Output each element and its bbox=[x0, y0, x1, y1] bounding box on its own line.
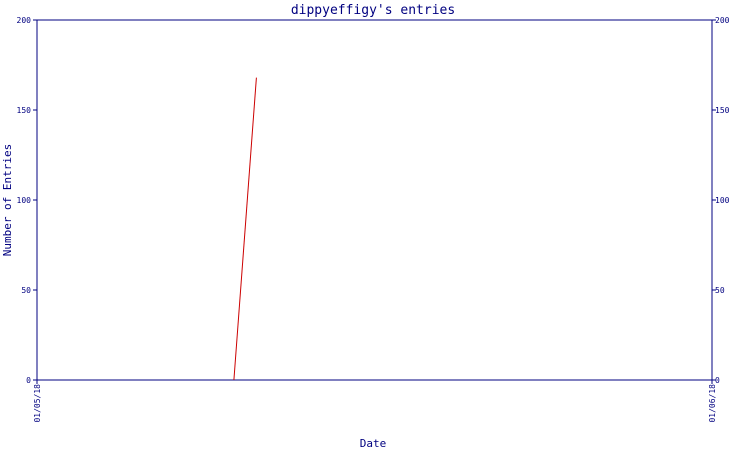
y-tick-label-right: 0 bbox=[715, 376, 720, 385]
y-axis-left: 0 50 100 150 200 bbox=[17, 16, 37, 385]
y-tick-label-right: 150 bbox=[715, 106, 730, 115]
y-tick-label-left: 50 bbox=[21, 286, 31, 295]
y-axis-right: 0 50 100 150 200 bbox=[712, 16, 730, 385]
chart-title: dippyeffigy's entries bbox=[291, 3, 455, 18]
y-tick-label-left: 0 bbox=[26, 376, 31, 385]
series-line bbox=[233, 77, 257, 381]
x-axis-label: Date bbox=[360, 437, 387, 450]
x-tick-label: 01/05/18 bbox=[33, 384, 42, 423]
y-tick-label-left: 200 bbox=[17, 16, 32, 25]
y-tick-label-right: 200 bbox=[715, 16, 730, 25]
y-tick-label-right: 100 bbox=[715, 196, 730, 205]
y-tick-label-left: 150 bbox=[17, 106, 32, 115]
x-axis: 01/05/18 01/06/18 bbox=[33, 380, 717, 423]
series-layer bbox=[233, 77, 257, 381]
x-tick-label: 01/06/18 bbox=[708, 384, 717, 423]
y-axis-label: Number of Entries bbox=[1, 144, 14, 257]
plot-area bbox=[36, 19, 713, 381]
y-tick-label-right: 50 bbox=[715, 286, 725, 295]
y-tick-label-left: 100 bbox=[17, 196, 32, 205]
